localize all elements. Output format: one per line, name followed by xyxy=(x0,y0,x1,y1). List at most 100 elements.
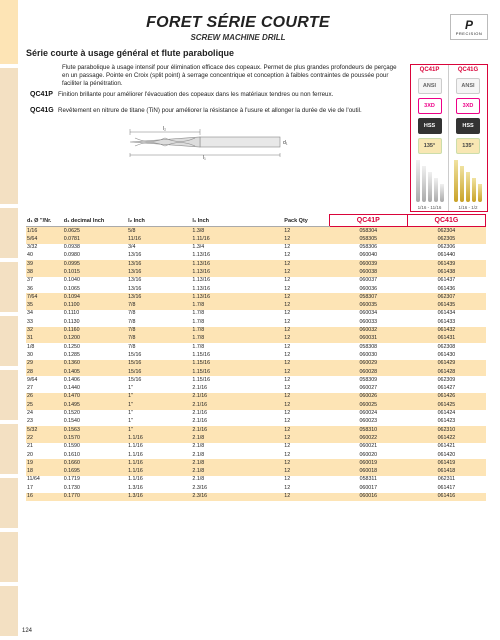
col-pack-qty: Pack Qty xyxy=(283,215,329,227)
table-cell: 060020 xyxy=(329,451,407,459)
table-cell: 2.1/8 xyxy=(191,476,283,484)
table-cell: 2.1/16 xyxy=(191,385,283,393)
table-cell: 0.1160 xyxy=(63,327,127,335)
table-cell: 1.1/16 xyxy=(127,468,191,476)
table-row: 340.11107/81.7/812060034061434 xyxy=(26,310,486,318)
table-row: 310.12007/81.7/812060031061431 xyxy=(26,335,486,343)
table-cell: 12 xyxy=(283,484,329,492)
badge-header-qc41g: QC41G xyxy=(458,65,478,76)
table-cell: 12 xyxy=(283,227,329,236)
svg-text:d₁: d₁ xyxy=(283,140,288,146)
table-cell: 1/8 xyxy=(26,343,63,351)
table-cell: 3/32 xyxy=(26,244,63,252)
table-cell: 060039 xyxy=(329,260,407,268)
table-cell: 28 xyxy=(26,368,63,376)
table-cell: 38 xyxy=(26,268,63,276)
table-row: 360.106513/161.13/1612060036061436 xyxy=(26,285,486,293)
table-row: 160.17701.3/162.3/1612060016061416 xyxy=(26,493,486,501)
table-cell: 12 xyxy=(283,360,329,368)
table-cell: 15/16 xyxy=(127,376,191,384)
table-cell: 060021 xyxy=(329,443,407,451)
table-cell: 061429 xyxy=(407,360,485,368)
table-cell: 061416 xyxy=(407,493,485,501)
table-row: 270.14401"2.1/1612060027061427 xyxy=(26,385,486,393)
table-cell: 1.13/16 xyxy=(191,268,283,276)
table-cell: 12 xyxy=(283,493,329,501)
table-row: 7/640.109413/161.13/1612058307062307 xyxy=(26,293,486,301)
table-cell: 12 xyxy=(283,459,329,467)
angle-badge-icon: 135° xyxy=(418,138,442,154)
table-cell: 1.7/8 xyxy=(191,343,283,351)
table-row: 5/320.15631"2.1/1612058310062310 xyxy=(26,426,486,434)
hss-badge-icon: HSS xyxy=(418,118,442,134)
table-cell: 061428 xyxy=(407,368,485,376)
section-tab xyxy=(0,0,18,68)
table-row: 330.11307/81.7/812060033061433 xyxy=(26,318,486,326)
table-row: 400.098013/161.13/1612060040061440 xyxy=(26,252,486,260)
table-cell: 0.1406 xyxy=(63,376,127,384)
table-cell: 060018 xyxy=(329,468,407,476)
table-cell: 060017 xyxy=(329,484,407,492)
table-cell: 1" xyxy=(127,418,191,426)
svg-text:l₁: l₁ xyxy=(203,155,206,161)
table-cell: 34 xyxy=(26,310,63,318)
brand-logo: P PRECISION xyxy=(450,14,488,40)
table-cell: 30 xyxy=(26,351,63,359)
table-cell: 060030 xyxy=(329,351,407,359)
table-cell: 2.1/16 xyxy=(191,410,283,418)
table-cell: 1.15/16 xyxy=(191,360,283,368)
table-cell: 060032 xyxy=(329,327,407,335)
table-cell: 23 xyxy=(26,418,63,426)
table-cell: 0.1470 xyxy=(63,393,127,401)
table-cell: 7/8 xyxy=(127,318,191,326)
table-row: 350.11007/81.7/812060035061435 xyxy=(26,302,486,310)
table-cell: 058310 xyxy=(329,426,407,434)
table-row: 390.099513/161.13/1612060039061439 xyxy=(26,260,486,268)
table-cell: 0.0995 xyxy=(63,260,127,268)
badge-header-qc41p: QC41P xyxy=(420,65,440,76)
table-cell: 13/16 xyxy=(127,285,191,293)
table-cell: 36 xyxy=(26,285,63,293)
table-cell: 7/8 xyxy=(127,310,191,318)
table-cell: 11/16 xyxy=(127,235,191,243)
table-row: 190.16601.1/162.1/812060019061419 xyxy=(26,459,486,467)
table-cell: 29 xyxy=(26,360,63,368)
table-cell: 1.1/16 xyxy=(127,476,191,484)
table-cell: 062308 xyxy=(407,343,485,351)
col-qc41g: QC41G xyxy=(407,215,485,227)
table-cell: 12 xyxy=(283,476,329,484)
table-cell: 25 xyxy=(26,401,63,409)
table-cell: 12 xyxy=(283,468,329,476)
table-cell: 12 xyxy=(283,327,329,335)
table-cell: 060028 xyxy=(329,368,407,376)
table-cell: 1.13/16 xyxy=(191,285,283,293)
table-cell: 35 xyxy=(26,302,63,310)
table-cell: 061427 xyxy=(407,385,485,393)
section-heading: Série courte à usage général et flute pa… xyxy=(4,48,488,58)
table-cell: 12 xyxy=(283,277,329,285)
drill-illustration-gold xyxy=(453,156,483,204)
table-cell: 1.3/16 xyxy=(127,493,191,501)
table-cell: 062311 xyxy=(407,476,485,484)
table-cell: 061422 xyxy=(407,434,485,442)
table-cell: 19 xyxy=(26,459,63,467)
table-row: 1/160.06255/81.3/812058304062304 xyxy=(26,227,486,236)
section-tab xyxy=(0,586,18,640)
page-subtitle: SCREW MACHINE DRILL xyxy=(26,33,450,42)
product-code-qc41g: QC41G xyxy=(26,107,58,119)
table-row: 3/320.09383/41.3/412058306062306 xyxy=(26,244,486,252)
table-row: 260.14701"2.1/1612060026061426 xyxy=(26,393,486,401)
table-cell: 058308 xyxy=(329,343,407,351)
table-cell: 0.1440 xyxy=(63,385,127,393)
table-cell: 27 xyxy=(26,385,63,393)
table-row: 200.16101.1/162.1/812060020061420 xyxy=(26,451,486,459)
table-cell: 12 xyxy=(283,293,329,301)
table-cell: 0.1100 xyxy=(63,302,127,310)
table-cell: 1.3/8 xyxy=(191,227,283,236)
table-cell: 0.1405 xyxy=(63,368,127,376)
table-cell: 2.1/8 xyxy=(191,434,283,442)
table-cell: 062310 xyxy=(407,426,485,434)
table-row: 5/640.078111/161.11/1612058305062305 xyxy=(26,235,486,243)
table-cell: 1.7/8 xyxy=(191,302,283,310)
table-cell: 058307 xyxy=(329,293,407,301)
